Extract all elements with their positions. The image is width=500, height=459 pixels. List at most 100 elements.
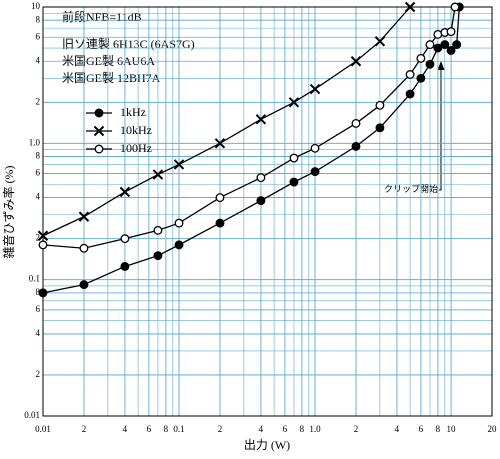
- marker-cross: [309, 83, 321, 95]
- marker: [79, 243, 89, 253]
- y-tick-label: 8: [36, 287, 41, 297]
- marker: [174, 218, 184, 228]
- marker: [404, 1, 416, 13]
- marker: [310, 167, 320, 177]
- marker: [405, 89, 415, 99]
- marker: [94, 144, 104, 154]
- x-tick-label: 2: [82, 424, 87, 434]
- clip-label: クリップ開始: [384, 183, 438, 194]
- legend-label: 10kHz: [120, 123, 152, 137]
- grid: [42, 6, 493, 417]
- marker: [78, 211, 90, 222]
- marker: [440, 40, 450, 50]
- y-tick-label: 4: [36, 328, 41, 338]
- marker: [153, 251, 163, 261]
- marker: [446, 46, 456, 55]
- marker: [309, 83, 321, 95]
- marker: [425, 40, 435, 50]
- marker-cross: [37, 230, 49, 241]
- marker: [214, 138, 226, 149]
- y-tick-label: 1.0: [29, 137, 41, 147]
- x-tick-label: 2: [218, 424, 223, 434]
- marker: [79, 280, 89, 290]
- marker: [433, 43, 443, 53]
- y-tick-label: 6: [36, 31, 41, 41]
- y-axis-label: 雑音ひずみ率 (%): [1, 166, 16, 259]
- marker-cross: [152, 169, 164, 180]
- marker: [289, 177, 299, 187]
- clip-arrow: [439, 64, 442, 191]
- marker: [38, 288, 48, 298]
- x-tick-label: 8: [436, 424, 441, 434]
- x-tick-label: 4: [259, 424, 264, 434]
- marker: [450, 2, 460, 12]
- marker: [416, 73, 426, 83]
- marker: [152, 169, 164, 180]
- marker: [374, 36, 386, 47]
- y-tick-label: 8: [36, 14, 41, 24]
- x-tick-label: 6: [419, 424, 424, 434]
- y-tick-label: 2: [36, 233, 41, 243]
- x-tick-label: 4: [123, 424, 128, 434]
- annotation: 米国GE製 12BH7A: [62, 71, 161, 85]
- marker: [215, 193, 225, 203]
- marker: [452, 40, 462, 50]
- marker-cross: [288, 97, 300, 108]
- y-tick-label: 4: [36, 55, 41, 65]
- marker: [119, 186, 131, 198]
- x-tick-label: 10: [447, 424, 457, 434]
- marker: [153, 225, 163, 235]
- marker: [94, 108, 104, 118]
- marker: [256, 173, 266, 183]
- marker-cross: [404, 1, 416, 13]
- x-axis-label: 出力 (W): [244, 438, 290, 452]
- marker: [174, 240, 184, 250]
- marker: [350, 56, 362, 67]
- marker: [93, 125, 105, 137]
- marker: [446, 27, 456, 37]
- y-tick-label: 6: [36, 168, 41, 178]
- x-tick-label: 0.01: [35, 424, 51, 434]
- marker: [289, 153, 299, 163]
- marker: [38, 240, 48, 250]
- x-tick-label: 6: [283, 424, 288, 434]
- marker: [310, 143, 320, 153]
- marker: [416, 53, 426, 63]
- clip-arrowhead: [437, 61, 445, 70]
- marker-cross: [119, 186, 131, 198]
- annotation: 米国GE製 6AU6A: [62, 54, 155, 68]
- y-tick-label: 0.01: [24, 410, 40, 420]
- y-tick-label: 0.1: [29, 274, 40, 284]
- x-tick-label: 8: [300, 424, 305, 434]
- marker: [255, 114, 267, 125]
- x-tick-label: 6: [147, 424, 152, 434]
- marker-cross: [93, 125, 105, 137]
- marker: [351, 141, 361, 151]
- marker: [120, 234, 130, 244]
- marker: [37, 230, 49, 241]
- x-tick-label: 8: [164, 424, 169, 434]
- marker: [215, 218, 225, 228]
- marker: [120, 262, 130, 271]
- marker-cross: [173, 159, 185, 170]
- marker: [288, 97, 300, 108]
- marker-cross: [78, 211, 90, 222]
- marker-cross: [214, 138, 226, 149]
- marker: [375, 100, 385, 110]
- y-tick-label: 6: [36, 304, 41, 314]
- marker-cross: [350, 56, 362, 67]
- marker-cross: [374, 36, 386, 47]
- marker: [405, 70, 415, 79]
- marker: [425, 59, 435, 69]
- plot-frame: [42, 6, 493, 417]
- y-tick-label: 2: [36, 96, 41, 106]
- annotation: 前段NFB=11dB: [62, 9, 142, 24]
- x-tick-label: 20: [488, 424, 498, 434]
- y-tick-label: 4: [36, 192, 41, 202]
- x-tick-label: 2: [354, 424, 359, 434]
- x-tick-label: 0.1: [173, 424, 184, 434]
- annotation: 旧ソ連製 6H13C (6AS7G): [62, 37, 195, 51]
- y-tick-label: 8: [36, 151, 41, 161]
- marker: [375, 123, 385, 133]
